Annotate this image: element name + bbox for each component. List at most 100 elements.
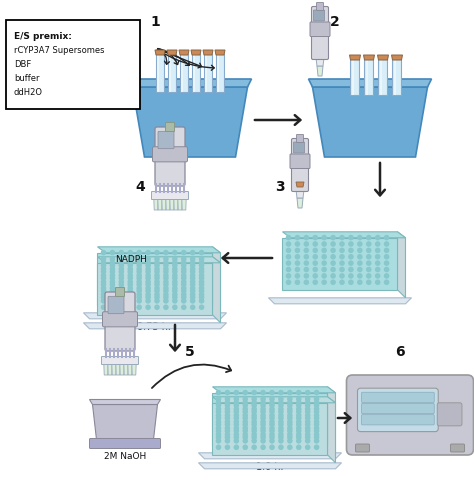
Circle shape — [375, 248, 381, 253]
Circle shape — [296, 412, 301, 418]
Circle shape — [305, 428, 310, 434]
Circle shape — [287, 438, 292, 444]
Circle shape — [260, 412, 266, 418]
Circle shape — [278, 438, 284, 444]
Polygon shape — [377, 55, 389, 60]
FancyBboxPatch shape — [116, 287, 125, 296]
Circle shape — [303, 248, 309, 253]
Circle shape — [305, 409, 310, 414]
Circle shape — [366, 273, 372, 279]
FancyBboxPatch shape — [108, 296, 124, 314]
Circle shape — [199, 260, 204, 265]
Circle shape — [296, 438, 301, 444]
Circle shape — [366, 254, 372, 259]
Circle shape — [146, 272, 151, 278]
Circle shape — [234, 428, 239, 434]
Circle shape — [339, 241, 345, 247]
FancyBboxPatch shape — [155, 127, 185, 186]
Circle shape — [321, 254, 327, 259]
Circle shape — [296, 428, 301, 434]
Circle shape — [330, 241, 336, 247]
Circle shape — [286, 241, 292, 247]
Circle shape — [287, 419, 292, 424]
Circle shape — [137, 294, 142, 300]
Circle shape — [305, 396, 310, 402]
Circle shape — [100, 256, 106, 262]
Circle shape — [314, 425, 319, 431]
Circle shape — [137, 285, 142, 291]
Circle shape — [269, 415, 275, 421]
Circle shape — [314, 438, 319, 444]
Circle shape — [348, 267, 354, 272]
Circle shape — [234, 438, 239, 444]
Circle shape — [109, 285, 115, 291]
Circle shape — [128, 250, 133, 255]
Circle shape — [339, 273, 345, 279]
Polygon shape — [328, 387, 336, 453]
Circle shape — [225, 438, 230, 444]
Circle shape — [251, 428, 257, 434]
Circle shape — [287, 409, 292, 414]
Polygon shape — [98, 263, 212, 315]
Circle shape — [296, 425, 301, 431]
Polygon shape — [268, 298, 411, 304]
Polygon shape — [364, 55, 374, 60]
Circle shape — [154, 304, 160, 310]
Polygon shape — [350, 59, 359, 95]
Circle shape — [260, 409, 266, 414]
Circle shape — [287, 428, 292, 434]
Circle shape — [384, 254, 389, 259]
Circle shape — [314, 409, 319, 414]
Polygon shape — [104, 363, 108, 375]
Circle shape — [357, 273, 363, 279]
Circle shape — [375, 254, 381, 259]
Circle shape — [190, 269, 195, 274]
Circle shape — [303, 260, 309, 266]
Circle shape — [269, 412, 275, 418]
Circle shape — [181, 260, 187, 265]
Circle shape — [225, 396, 230, 402]
Circle shape — [296, 419, 301, 424]
FancyBboxPatch shape — [290, 154, 310, 168]
Circle shape — [339, 248, 345, 253]
Circle shape — [109, 282, 115, 287]
Circle shape — [225, 434, 230, 440]
Circle shape — [314, 419, 319, 424]
Circle shape — [163, 275, 169, 281]
Circle shape — [269, 438, 275, 444]
Circle shape — [251, 438, 257, 444]
Circle shape — [137, 282, 142, 287]
Polygon shape — [170, 198, 174, 210]
Circle shape — [234, 425, 239, 431]
Circle shape — [172, 260, 178, 265]
Circle shape — [260, 396, 266, 402]
FancyBboxPatch shape — [362, 392, 434, 402]
Circle shape — [278, 419, 284, 424]
Circle shape — [199, 256, 204, 262]
Polygon shape — [312, 87, 428, 157]
Circle shape — [128, 294, 133, 300]
Circle shape — [357, 235, 363, 241]
Circle shape — [278, 390, 284, 395]
Text: rCYP3A7 Supersomes: rCYP3A7 Supersomes — [14, 46, 104, 55]
Polygon shape — [216, 54, 224, 92]
Circle shape — [154, 262, 160, 268]
Circle shape — [234, 434, 239, 440]
Polygon shape — [179, 50, 189, 55]
Circle shape — [154, 285, 160, 291]
Circle shape — [242, 434, 248, 440]
Circle shape — [314, 400, 319, 405]
Polygon shape — [398, 232, 405, 298]
Circle shape — [190, 282, 195, 287]
Circle shape — [216, 419, 221, 424]
Circle shape — [163, 269, 169, 274]
Polygon shape — [133, 87, 247, 157]
Circle shape — [190, 260, 195, 265]
Circle shape — [278, 406, 284, 412]
Circle shape — [286, 279, 292, 285]
Circle shape — [269, 428, 275, 434]
Circle shape — [225, 400, 230, 405]
Circle shape — [269, 400, 275, 405]
Polygon shape — [192, 54, 200, 92]
Circle shape — [286, 235, 292, 241]
